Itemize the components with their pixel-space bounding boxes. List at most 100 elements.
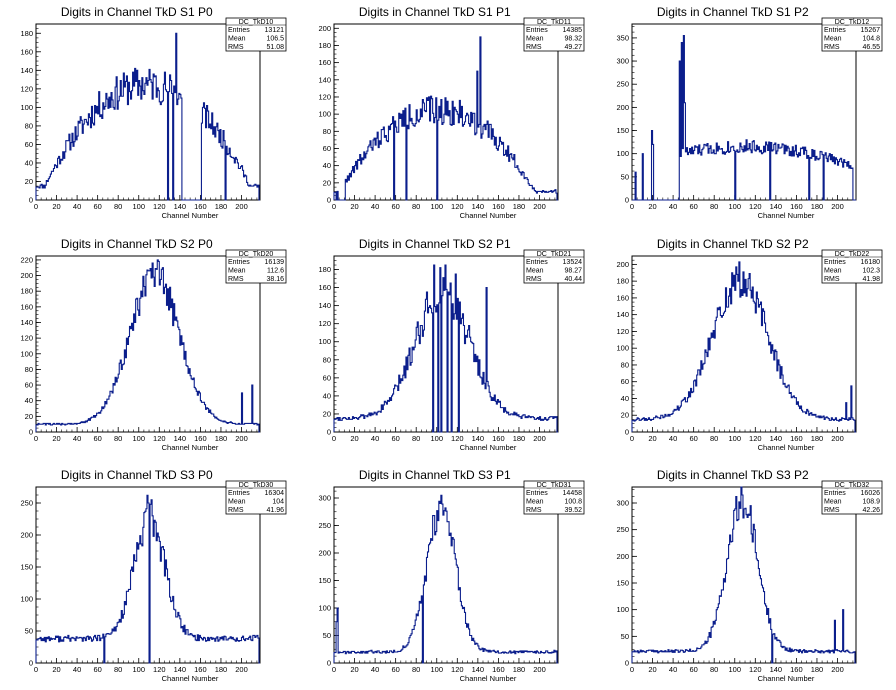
x-tick-label: 100 — [132, 434, 145, 443]
stats-label: RMS — [526, 44, 542, 51]
stats-label: Entries — [228, 259, 250, 266]
histogram-series — [631, 486, 856, 664]
stats-value: 14458 — [563, 490, 583, 497]
histogram-series — [333, 36, 558, 201]
x-tick-label: 140 — [472, 202, 485, 211]
x-tick-label: 40 — [669, 202, 677, 211]
stats-value: 104 — [272, 499, 284, 506]
stats-value: 102.3 — [862, 268, 880, 275]
histogram-panel-1: Digits in Channel TkD S1 P0 0 20 40 60 80 100 1… — [20, 5, 287, 220]
stats-label: RMS — [824, 44, 840, 51]
y-tick-label: 140 — [318, 75, 331, 84]
y-tick-label: 160 — [616, 293, 629, 302]
y-tick-label: 80 — [323, 127, 331, 136]
x-tick-label: 140 — [174, 202, 187, 211]
histogram-series — [35, 494, 260, 664]
x-tick-label: 20 — [52, 434, 60, 443]
y-tick-label: 100 — [616, 344, 629, 353]
chart-title: Digits in Channel TkD S1 P2 — [657, 5, 809, 19]
x-tick-label: 140 — [472, 665, 485, 674]
x-tick-label: 160 — [790, 202, 803, 211]
x-tick-label: 140 — [174, 434, 187, 443]
y-tick-label: 160 — [318, 58, 331, 67]
y-tick-label: 120 — [318, 319, 331, 328]
histogram-panel-9: Digits in Channel TkD S3 P2 0 20 40 60 80 100 1… — [616, 468, 883, 683]
y-tick-label: 80 — [621, 360, 629, 369]
x-tick-label: 160 — [790, 665, 803, 674]
histogram-panel-2: Digits in Channel TkD S1 P1 0 20 40 60 80 100 1… — [318, 5, 585, 220]
x-tick-label: 0 — [34, 202, 38, 211]
y-tick-label: 0 — [625, 196, 629, 205]
x-tick-label: 20 — [648, 202, 656, 211]
x-tick-label: 0 — [332, 665, 336, 674]
plot-frame — [631, 486, 857, 664]
y-tick-label: 0 — [625, 659, 629, 668]
y-tick-label: 180 — [20, 287, 33, 296]
chart-title: Digits in Channel TkD S2 P1 — [359, 237, 511, 251]
stats-label: RMS — [228, 44, 244, 51]
x-tick-label: 120 — [153, 202, 166, 211]
stats-value: 108.9 — [862, 499, 880, 506]
y-tick-label: 120 — [318, 92, 331, 101]
stats-name: DC_TkD32 — [835, 482, 870, 489]
stats-label: Entries — [526, 490, 548, 497]
y-tick-label: 60 — [25, 140, 33, 149]
x-tick-label: 0 — [630, 665, 634, 674]
histogram-series — [333, 494, 558, 664]
histogram-series — [631, 261, 856, 433]
stats-label: Entries — [526, 259, 548, 266]
x-tick-label: 160 — [194, 665, 207, 674]
y-tick-label: 20 — [323, 178, 331, 187]
stats-box — [523, 17, 585, 52]
x-tick-label: 140 — [770, 665, 783, 674]
y-tick-label: 100 — [318, 604, 331, 613]
stats-value: 100.8 — [564, 499, 582, 506]
y-tick-label: 160 — [20, 302, 33, 311]
y-tick-label: 140 — [616, 310, 629, 319]
stats-value: 112.6 — [267, 268, 284, 275]
histogram-panel-4: Digits in Channel TkD S2 P0 0 20 40 60 80 100 1… — [20, 237, 287, 452]
x-tick-label: 180 — [811, 434, 824, 443]
y-tick-label: 200 — [20, 531, 33, 540]
stats-label: Mean — [824, 36, 842, 43]
x-tick-label: 80 — [710, 434, 718, 443]
plot-frame — [333, 23, 559, 201]
y-tick-label: 60 — [621, 377, 629, 386]
x-tick-label: 60 — [391, 202, 399, 211]
y-tick-label: 100 — [20, 103, 33, 112]
stats-value: 42.26 — [862, 507, 880, 514]
stats-label: Mean — [824, 499, 842, 506]
x-tick-label: 200 — [533, 434, 546, 443]
y-tick-label: 250 — [616, 525, 629, 534]
x-tick-label: 200 — [235, 202, 248, 211]
histogram-panel-7: Digits in Channel TkD S3 P0 0 20 40 60 80 100 1… — [20, 468, 287, 683]
stats-box — [821, 17, 883, 52]
y-tick-label: 80 — [25, 121, 33, 130]
x-tick-label: 80 — [114, 202, 122, 211]
stats-label: RMS — [824, 507, 840, 514]
x-tick-label: 140 — [770, 434, 783, 443]
y-tick-label: 0 — [327, 659, 331, 668]
y-tick-label: 50 — [621, 632, 629, 641]
plot-frame — [35, 255, 261, 433]
stats-name: DC_TkD21 — [537, 251, 572, 258]
x-axis-label: Channel Number — [758, 674, 815, 683]
y-tick-label: 300 — [318, 494, 331, 503]
x-tick-label: 120 — [749, 202, 762, 211]
x-tick-label: 100 — [132, 665, 145, 674]
x-tick-label: 40 — [669, 434, 677, 443]
histogram-panel-5: Digits in Channel TkD S2 P1 0 20 40 60 80 100 1… — [318, 237, 585, 452]
y-tick-label: 180 — [20, 29, 33, 38]
x-tick-label: 100 — [728, 202, 741, 211]
y-tick-label: 200 — [318, 24, 331, 33]
y-tick-label: 300 — [616, 499, 629, 508]
stats-label: RMS — [824, 276, 840, 283]
histogram-panel-8: Digits in Channel TkD S3 P1 0 20 40 60 80 100 1… — [318, 468, 585, 683]
x-tick-label: 200 — [831, 665, 844, 674]
x-axis-label: Channel Number — [162, 211, 219, 220]
y-tick-label: 150 — [20, 563, 33, 572]
stats-value: 41.98 — [862, 276, 880, 283]
x-tick-label: 20 — [52, 202, 60, 211]
y-tick-label: 50 — [621, 172, 629, 181]
stats-value: 16180 — [861, 259, 881, 266]
